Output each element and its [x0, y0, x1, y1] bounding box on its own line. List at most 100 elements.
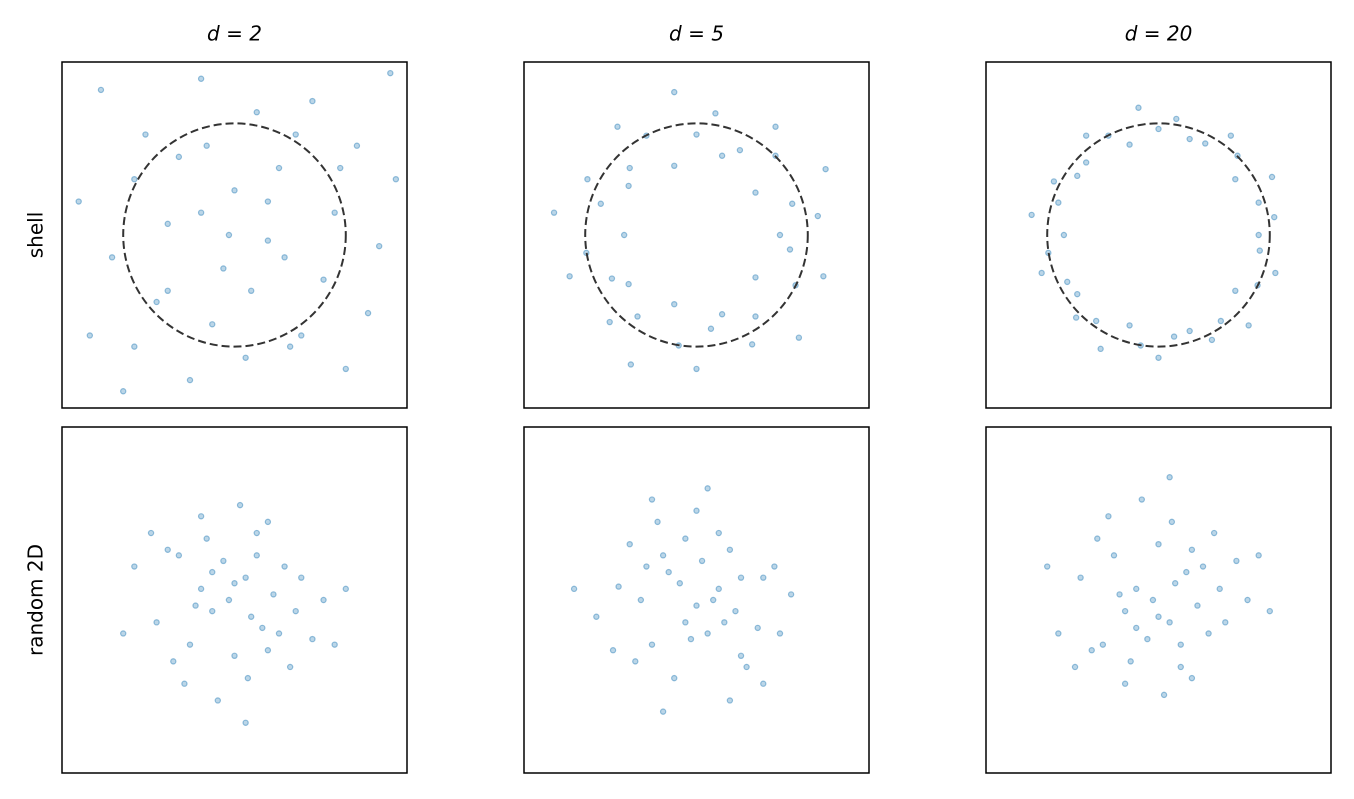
point: [1055, 630, 1062, 637]
point: [693, 365, 700, 373]
point: [1177, 663, 1184, 671]
point: [718, 152, 726, 159]
row-label: shell: [24, 212, 48, 259]
point: [170, 658, 177, 665]
point: [281, 254, 288, 261]
point: [659, 552, 667, 559]
point: [1186, 135, 1193, 143]
point: [1097, 345, 1104, 353]
point: [776, 630, 784, 637]
point: [682, 535, 689, 542]
point: [309, 97, 316, 105]
row-label: random 2D: [24, 544, 48, 656]
point: [1116, 591, 1123, 598]
point: [570, 585, 578, 593]
point: [648, 641, 656, 648]
point: [264, 198, 272, 205]
point: [737, 652, 745, 660]
point: [625, 280, 632, 288]
point: [247, 613, 255, 620]
point: [1126, 322, 1133, 329]
point: [142, 131, 149, 138]
point: [1183, 568, 1190, 576]
point: [231, 580, 238, 587]
point: [197, 209, 205, 216]
point: [197, 513, 205, 520]
point: [236, 501, 244, 509]
point: [131, 175, 138, 183]
point: [1155, 125, 1162, 133]
point: [627, 361, 635, 368]
point: [654, 518, 661, 526]
point: [1205, 630, 1212, 637]
point: [1177, 641, 1184, 648]
point: [286, 343, 294, 350]
point: [1208, 336, 1216, 344]
point: [1244, 596, 1251, 604]
point: [637, 596, 645, 604]
point: [822, 165, 829, 173]
point: [760, 574, 767, 581]
point: [253, 552, 260, 559]
point: [606, 318, 613, 326]
point: [225, 231, 233, 239]
point: [1055, 199, 1062, 206]
point: [609, 647, 617, 654]
panel-frame: [61, 426, 408, 774]
point: [286, 663, 294, 671]
point: [760, 680, 767, 687]
point: [615, 583, 622, 590]
point: [203, 142, 210, 149]
point: [164, 287, 171, 295]
point: [752, 313, 759, 320]
point: [253, 529, 260, 537]
point: [225, 596, 233, 604]
point: [1160, 691, 1168, 699]
point: [242, 354, 249, 361]
point: [771, 563, 778, 570]
point: [120, 388, 127, 395]
point: [298, 332, 305, 339]
point: [1138, 496, 1146, 503]
point: [718, 311, 726, 318]
point: [1186, 327, 1193, 335]
point: [364, 309, 372, 317]
point: [1133, 624, 1140, 632]
point: [1121, 680, 1129, 687]
point: [726, 546, 734, 553]
point: [795, 334, 803, 341]
point: [1092, 317, 1100, 325]
point: [1105, 513, 1112, 520]
point: [614, 123, 621, 130]
point: [1088, 647, 1095, 654]
point: [693, 602, 700, 609]
point: [97, 86, 105, 94]
point: [704, 485, 711, 492]
point: [743, 663, 750, 671]
reference-circle: [584, 122, 809, 348]
point: [776, 231, 784, 239]
point: [220, 265, 227, 272]
point: [732, 607, 739, 615]
point: [1199, 563, 1207, 570]
point: [209, 321, 216, 328]
point: [231, 187, 238, 194]
point: [1050, 178, 1058, 185]
point: [331, 209, 338, 216]
point: [786, 246, 794, 253]
point: [597, 200, 604, 207]
point: [1094, 535, 1101, 542]
point: [1044, 563, 1051, 570]
point: [634, 313, 641, 320]
point: [353, 142, 361, 149]
point: [1149, 596, 1157, 604]
point: [1064, 278, 1071, 286]
point: [120, 630, 127, 637]
point: [550, 209, 558, 216]
point: [164, 220, 171, 228]
point: [1127, 658, 1134, 665]
point: [1216, 585, 1223, 593]
point: [220, 557, 227, 565]
point: [1272, 269, 1279, 277]
